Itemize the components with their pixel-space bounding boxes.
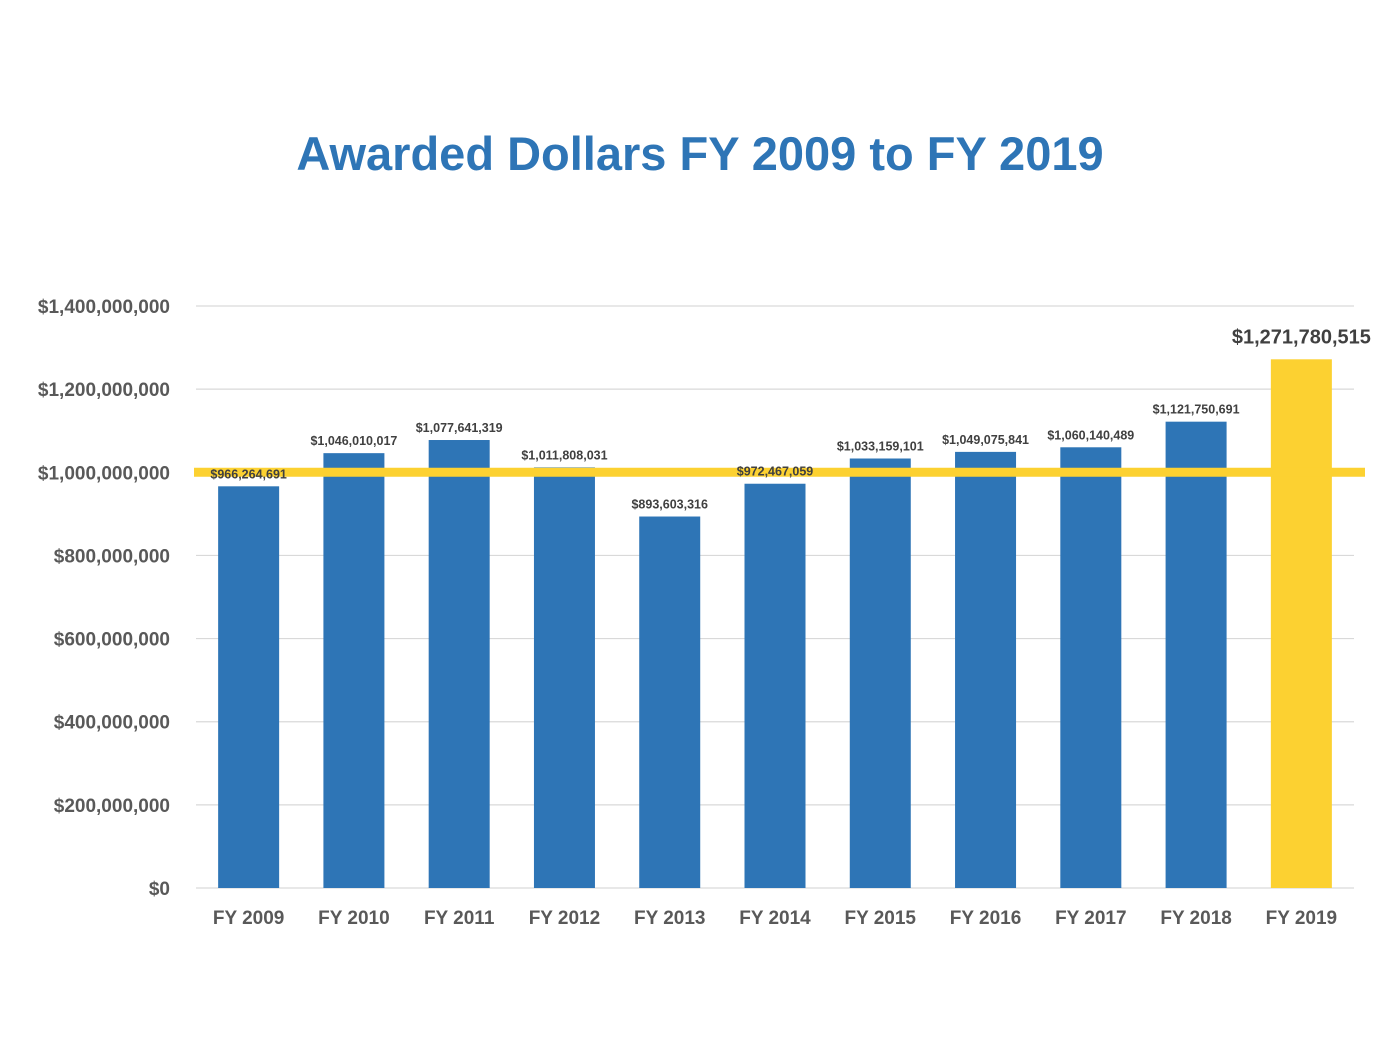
data-label: $893,603,316 xyxy=(631,498,708,512)
bar xyxy=(744,483,806,888)
data-labels: $966,264,691 $1,046,010,017 $1,077,641,319… xyxy=(210,326,1370,511)
bar xyxy=(849,458,911,888)
y-tick-label: $800,000,000 xyxy=(54,546,170,567)
bars xyxy=(218,359,1332,888)
y-tick-label: $1,000,000,000 xyxy=(38,463,170,484)
x-category-label: FY 2018 xyxy=(1160,908,1231,929)
chart-title: Awarded Dollars FY 2009 to FY 2019 xyxy=(296,127,1104,180)
data-label: $972,467,059 xyxy=(737,465,814,479)
data-label: $1,046,010,017 xyxy=(310,434,397,448)
data-label: $966,264,691 xyxy=(210,467,287,481)
bar xyxy=(323,453,385,888)
data-label: $1,077,641,319 xyxy=(416,421,503,435)
y-axis-tick-labels: $0 $200,000,000 $400,000,000 $600,000,000 $8… xyxy=(38,297,170,900)
data-label: $1,121,750,691 xyxy=(1153,403,1240,417)
y-tick-label: $600,000,000 xyxy=(54,630,170,651)
data-label: $1,271,780,515 xyxy=(1232,326,1371,348)
data-label: $1,011,808,031 xyxy=(521,448,607,462)
x-category-label: FY 2014 xyxy=(739,908,811,929)
y-tick-label: $1,400,000,000 xyxy=(38,297,170,318)
bar xyxy=(428,440,490,888)
bar xyxy=(639,516,701,888)
x-axis-category-labels: FY 2009 FY 2010 FY 2011 FY 2012 FY 2013 FY 20… xyxy=(213,908,1337,929)
y-tick-label: $0 xyxy=(149,879,170,900)
bar xyxy=(533,467,595,888)
data-label: $1,060,140,489 xyxy=(1047,428,1134,442)
bar xyxy=(1060,447,1122,888)
x-category-label: FY 2019 xyxy=(1266,908,1337,929)
x-category-label: FY 2010 xyxy=(318,908,389,929)
x-category-label: FY 2016 xyxy=(950,908,1021,929)
x-category-label: FY 2017 xyxy=(1055,908,1126,929)
data-label: $1,033,159,101 xyxy=(837,440,924,454)
bar xyxy=(218,486,280,888)
x-category-label: FY 2011 xyxy=(424,908,495,929)
bar xyxy=(1165,421,1227,888)
x-category-label: FY 2012 xyxy=(529,908,600,929)
bar xyxy=(1270,359,1332,888)
y-tick-label: $1,200,000,000 xyxy=(38,380,170,401)
x-category-label: FY 2013 xyxy=(634,908,705,929)
data-label: $1,049,075,841 xyxy=(942,433,1029,447)
x-category-label: FY 2015 xyxy=(845,908,917,929)
bar xyxy=(955,451,1017,888)
x-category-label: FY 2009 xyxy=(213,908,284,929)
y-tick-label: $400,000,000 xyxy=(54,713,170,734)
y-tick-label: $200,000,000 xyxy=(54,796,170,817)
